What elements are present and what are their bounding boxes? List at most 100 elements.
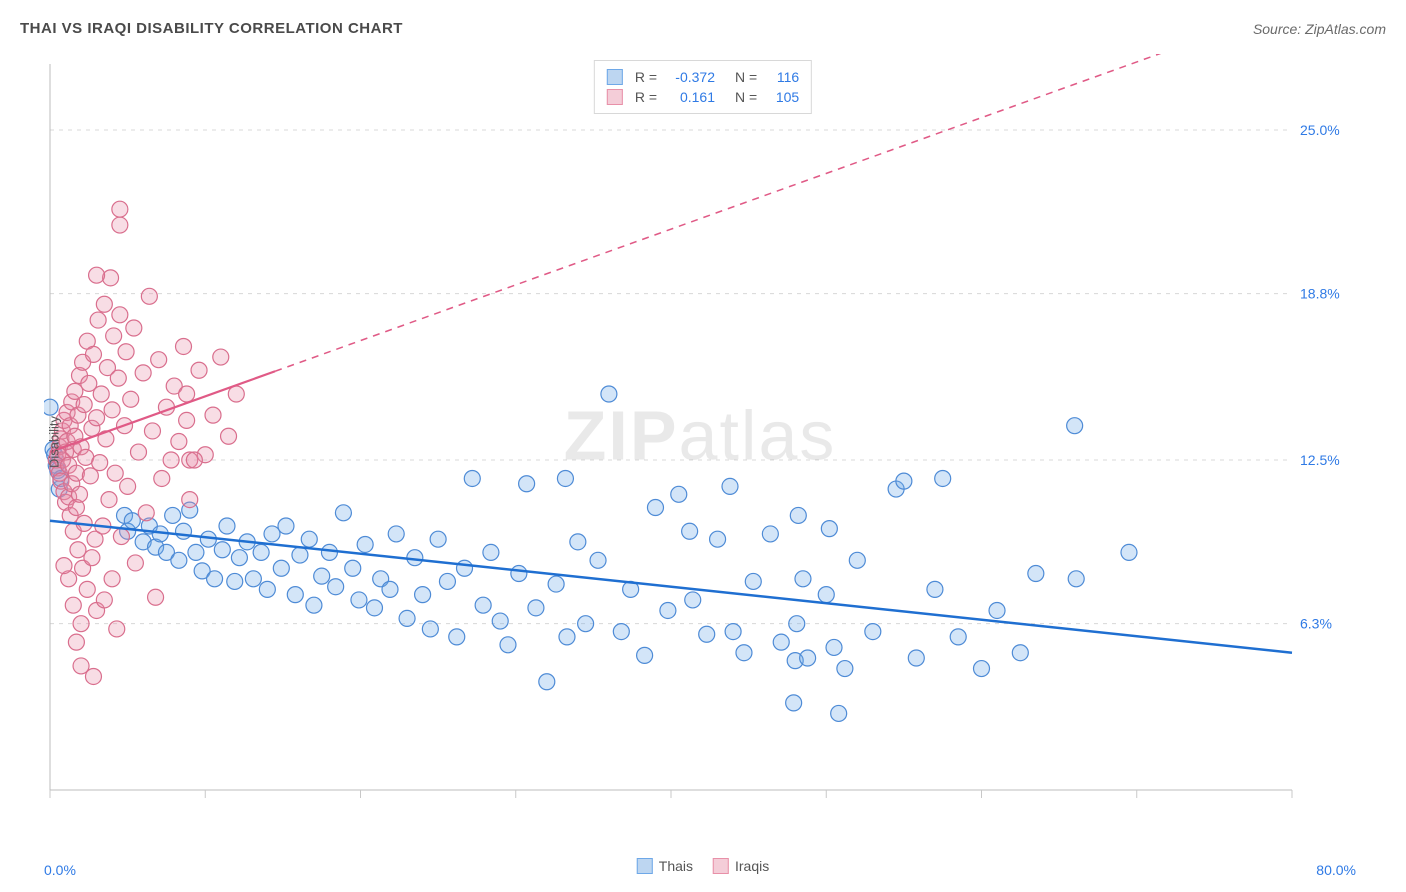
data-point (511, 566, 527, 582)
data-point (935, 470, 951, 486)
data-point (539, 674, 555, 690)
data-point (84, 550, 100, 566)
data-point (831, 705, 847, 721)
data-point (559, 629, 575, 645)
data-point (264, 526, 280, 542)
data-point (685, 592, 701, 608)
data-point (221, 428, 237, 444)
data-point (449, 629, 465, 645)
data-point (1121, 544, 1137, 560)
data-point (301, 531, 317, 547)
data-point (321, 544, 337, 560)
data-point (578, 616, 594, 632)
data-point (71, 486, 87, 502)
x-min-label: 0.0% (44, 862, 76, 878)
data-point (79, 581, 95, 597)
data-point (287, 587, 303, 603)
data-point (422, 621, 438, 637)
data-point (826, 639, 842, 655)
data-point (176, 523, 192, 539)
data-point (231, 550, 247, 566)
data-point (725, 624, 741, 640)
data-point (85, 346, 101, 362)
data-point (660, 602, 676, 618)
data-point (76, 397, 92, 413)
data-point (849, 552, 865, 568)
data-point (292, 547, 308, 563)
y-tick-label: 12.5% (1300, 452, 1340, 468)
data-point (519, 476, 535, 492)
data-point (682, 523, 698, 539)
data-point (745, 573, 761, 589)
data-point (457, 560, 473, 576)
data-point (89, 267, 105, 283)
legend-n-label: N = (735, 89, 757, 105)
data-point (335, 505, 351, 521)
data-point (590, 552, 606, 568)
data-point (104, 571, 120, 587)
chart-source: Source: ZipAtlas.com (1253, 21, 1386, 37)
legend-n-label: N = (735, 69, 757, 85)
data-point (73, 616, 89, 632)
data-point (214, 542, 230, 558)
corr-legend-row: R =-0.372N =116 (607, 67, 799, 87)
data-point (101, 492, 117, 508)
data-point (366, 600, 382, 616)
legend-r-value: 0.161 (665, 89, 715, 105)
data-point (138, 505, 154, 521)
plot-area: Disability 6.3%12.5%18.8%25.0% ZIPatlas (44, 54, 1356, 830)
data-point (56, 558, 72, 574)
data-point (388, 526, 404, 542)
data-point (927, 581, 943, 597)
legend-swatch (637, 858, 653, 874)
data-point (126, 320, 142, 336)
data-point (106, 328, 122, 344)
data-point (163, 452, 179, 468)
data-point (439, 573, 455, 589)
data-point (228, 386, 244, 402)
data-point (528, 600, 544, 616)
data-point (800, 650, 816, 666)
data-point (475, 597, 491, 613)
data-point (127, 555, 143, 571)
data-point (908, 650, 924, 666)
legend-r-value: -0.372 (665, 69, 715, 85)
y-tick-label: 6.3% (1300, 616, 1332, 632)
data-point (186, 452, 202, 468)
chart-title: THAI VS IRAQI DISABILITY CORRELATION CHA… (20, 20, 403, 37)
data-point (1028, 566, 1044, 582)
data-point (865, 624, 881, 640)
data-point (144, 423, 160, 439)
data-point (165, 507, 181, 523)
data-point (500, 637, 516, 653)
data-point (92, 455, 108, 471)
data-point (382, 581, 398, 597)
data-point (120, 478, 136, 494)
legend-n-value: 116 (765, 69, 799, 85)
data-point (96, 592, 112, 608)
data-point (1068, 571, 1084, 587)
data-point (570, 534, 586, 550)
data-point (671, 486, 687, 502)
data-point (351, 592, 367, 608)
data-point (483, 544, 499, 560)
data-point (896, 473, 912, 489)
data-point (68, 465, 84, 481)
legend-swatch (713, 858, 729, 874)
data-point (647, 500, 663, 516)
data-point (179, 412, 195, 428)
data-point (245, 571, 261, 587)
data-point (415, 587, 431, 603)
data-point (601, 386, 617, 402)
data-point (188, 544, 204, 560)
data-point (430, 531, 446, 547)
data-point (637, 647, 653, 663)
data-point (789, 616, 805, 632)
data-point (148, 589, 164, 605)
data-point (191, 362, 207, 378)
data-point (722, 478, 738, 494)
data-point (171, 552, 187, 568)
data-point (205, 407, 221, 423)
series-legend-item: Iraqis (713, 858, 769, 874)
legend-r-label: R = (635, 89, 657, 105)
